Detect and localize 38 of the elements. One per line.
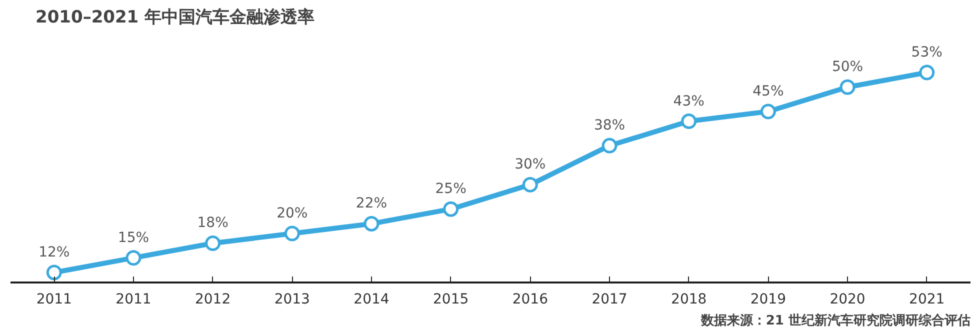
point — [364, 216, 380, 232]
data-label: 25% — [435, 181, 466, 198]
x-tick-label: 2015 — [433, 292, 469, 308]
point — [284, 226, 300, 242]
data-label: 53% — [911, 44, 942, 60]
x-tick-label: 2018 — [671, 292, 707, 308]
data-label: 50% — [832, 59, 864, 76]
point — [602, 138, 618, 154]
data-label: 15% — [118, 230, 150, 246]
data-label: 22% — [356, 196, 388, 212]
x-tick-label: 2013 — [274, 292, 310, 308]
x-tick-label: 2016 — [512, 292, 548, 308]
point — [126, 250, 142, 266]
x-tick-label: 2011 — [36, 292, 72, 308]
data-label: 43% — [673, 93, 704, 110]
point — [760, 104, 776, 120]
data-label: 20% — [276, 205, 308, 222]
source-note: 数据来源：21 世纪新汽车研究院调研综合评估 — [700, 312, 971, 328]
x-tick-label: 2011 — [116, 292, 152, 308]
point — [681, 114, 697, 130]
x-tick-label: 2012 — [195, 292, 231, 308]
point — [919, 64, 935, 80]
point — [443, 201, 459, 217]
data-label: 12% — [38, 244, 70, 260]
point — [522, 176, 538, 192]
x-tick-label: 2014 — [354, 292, 390, 308]
data-label: 30% — [514, 156, 546, 173]
data-label: 38% — [594, 118, 626, 134]
point — [46, 264, 62, 280]
point — [840, 79, 856, 95]
data-label: 18% — [197, 215, 228, 232]
chart-title: 2010–2021 年中国汽车金融渗透率 — [36, 8, 315, 28]
data-label: 45% — [752, 84, 784, 100]
x-tick-label: 2019 — [750, 292, 786, 308]
x-tick-label: 2021 — [909, 292, 945, 308]
x-tick-label: 2017 — [592, 292, 628, 308]
x-tick-label: 2020 — [830, 292, 866, 308]
point — [205, 235, 221, 251]
